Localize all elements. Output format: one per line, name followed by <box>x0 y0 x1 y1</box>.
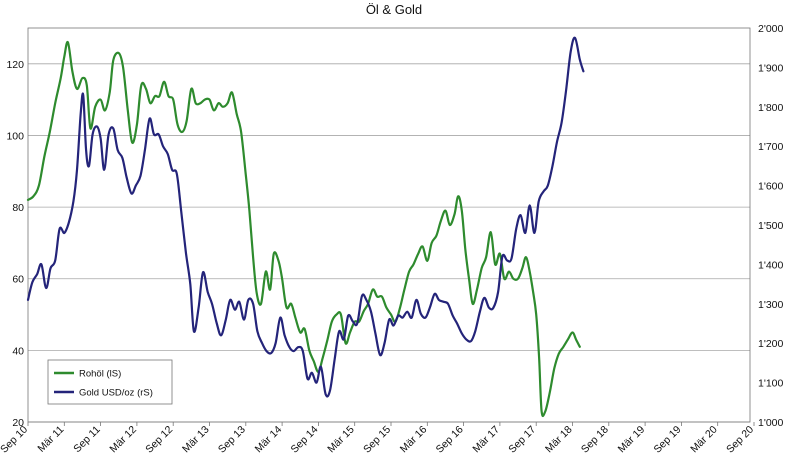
plot-frame <box>27 27 751 423</box>
chart-title: Öl & Gold <box>366 2 422 17</box>
y-right-tick-label: 1'000 <box>758 417 784 429</box>
y-right-tick-label: 1'500 <box>758 220 784 232</box>
y-right-tick-label: 1'600 <box>758 181 784 193</box>
y-right-tick-label: 1'900 <box>758 62 784 74</box>
x-tick-label: Sep 19 <box>652 424 684 456</box>
y-left-tick-label: 120 <box>6 59 24 71</box>
x-tick-label: Sep 20 <box>724 424 756 456</box>
legend-label: Gold USD/oz (rS) <box>79 388 153 399</box>
x-tick-label: Mär 14 <box>253 424 285 456</box>
legend-label: Rohöl (lS) <box>79 369 121 380</box>
y-left-tick-label: 80 <box>12 202 24 214</box>
y-right-tick-label: 1'300 <box>758 299 784 311</box>
x-tick-label: Mär 15 <box>325 424 357 456</box>
legend-box <box>47 359 173 405</box>
x-tick-label: Sep 11 <box>71 424 103 456</box>
x-tick-label: Sep 17 <box>506 424 538 456</box>
x-tick-label: Mär 13 <box>180 424 212 456</box>
x-tick-label: Sep 15 <box>361 424 393 456</box>
series-line-crude-oil <box>26 40 581 418</box>
x-tick-label: Sep 16 <box>434 424 466 456</box>
y-right-tick-label: 1'400 <box>758 259 784 271</box>
y-right-tick-label: 1'200 <box>758 338 784 350</box>
y-left-tick-label: 20 <box>12 417 24 429</box>
x-tick-label: Mär 20 <box>688 424 720 456</box>
y-right-tick-label: 1'700 <box>758 141 784 153</box>
x-tick-label: Mär 19 <box>616 424 648 456</box>
y-right-tick-label: 1'100 <box>758 378 784 390</box>
x-tick-label: Mär 17 <box>470 424 502 456</box>
y-left-tick-label: 100 <box>6 130 24 142</box>
x-tick-label: Mär 16 <box>398 424 430 456</box>
x-tick-label: Sep 13 <box>216 424 248 456</box>
x-tick-label: Mär 18 <box>543 424 575 456</box>
x-tick-label: Mär 11 <box>35 424 66 455</box>
x-tick-label: Sep 12 <box>143 424 175 456</box>
y-right-tick-label: 2'000 <box>758 23 784 35</box>
x-tick-label: Sep 14 <box>289 424 321 456</box>
y-left-tick-label: 40 <box>12 345 24 357</box>
y-left-tick-label: 60 <box>12 274 24 286</box>
y-right-tick-label: 1'800 <box>758 102 784 114</box>
series-line-gold <box>26 36 585 398</box>
x-tick-label: Sep 18 <box>579 424 611 456</box>
x-tick-label: Mär 12 <box>107 424 139 456</box>
